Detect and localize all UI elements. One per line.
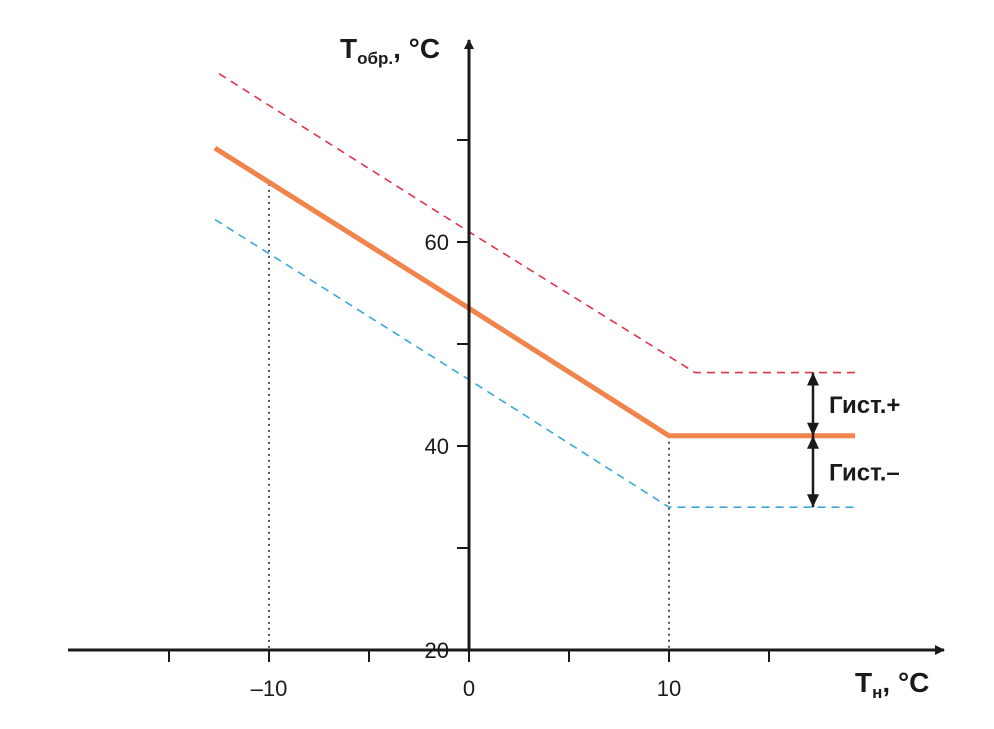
x-tick-label: 10 xyxy=(657,676,681,701)
hysteresis-label: Гист.– xyxy=(829,460,900,487)
hysteresis-arrowhead-up xyxy=(807,372,819,386)
series-upper-dashed xyxy=(218,73,855,374)
hysteresis-arrowhead-up xyxy=(807,435,819,449)
y-tick-label: 60 xyxy=(425,230,449,255)
y-tick-label: 40 xyxy=(425,434,449,459)
x-tick-label: 0 xyxy=(463,676,475,701)
x-tick-label: –10 xyxy=(251,676,288,701)
series-main xyxy=(213,146,855,439)
hysteresis-arrowhead-down xyxy=(807,422,819,436)
x-axis-title: Tн, °C xyxy=(855,667,929,702)
series-lower-dashed xyxy=(214,218,855,509)
y-tick-label: 20 xyxy=(425,638,449,663)
hysteresis-arrowhead-down xyxy=(807,494,819,508)
y-axis-title: Tобр., °C xyxy=(340,33,440,68)
hysteresis-label: Гист.+ xyxy=(829,392,900,419)
